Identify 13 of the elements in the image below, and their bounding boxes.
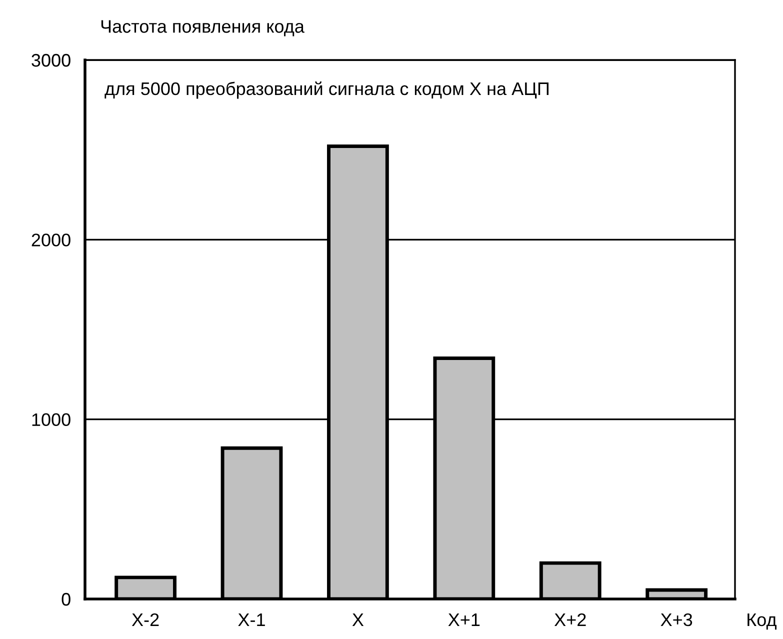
y-tick-label: 3000 — [32, 54, 70, 67]
y-tick-label: 2000 — [32, 234, 70, 246]
x-tick-label: X+1 — [448, 614, 480, 626]
x-axis-title: Код — [748, 614, 776, 630]
annotation: для 5000 преобразований сигнала с кодом X на АЦП — [104, 82, 549, 99]
x-tick-label: X+2 — [554, 613, 586, 626]
y-tick-label: 1000 — [32, 413, 70, 426]
y-axis-title: Частота появления кода — [101, 20, 304, 36]
x-tick-label: X — [352, 614, 364, 626]
x-tick-label: X+3 — [660, 613, 692, 626]
x-tick-label: X-1 — [238, 614, 265, 626]
y-tick-label: 0 — [62, 592, 70, 606]
x-tick-label: X-2 — [132, 613, 159, 626]
